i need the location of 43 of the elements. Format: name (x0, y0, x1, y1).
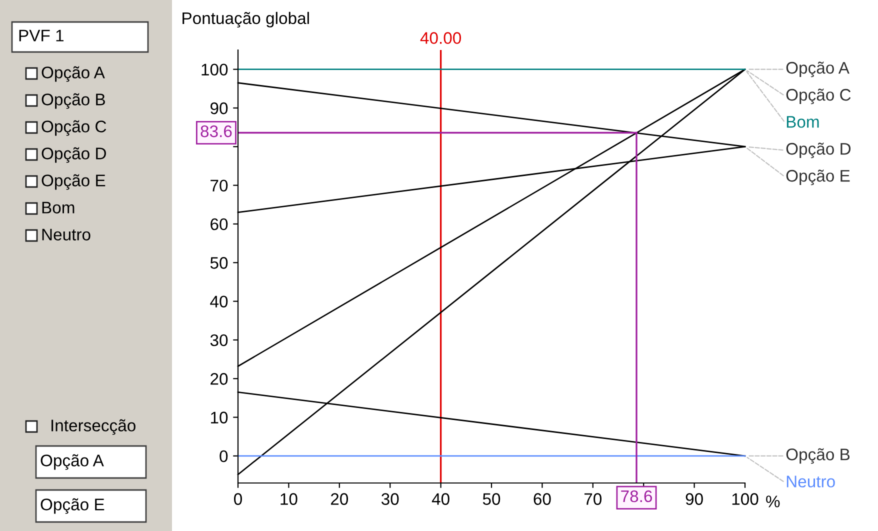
x-tick-label: 30 (381, 493, 399, 505)
text: Intersecção (52, 419, 136, 435)
text: Opção D (786, 142, 851, 158)
y-tick-label: 10 (211, 412, 228, 424)
text: Opção E (42, 174, 106, 190)
x-tick-label: 60 (534, 493, 551, 505)
y-tick-label: 20 (210, 373, 228, 385)
text: Opção D (42, 147, 106, 163)
y-tick-label: 60 (210, 218, 228, 230)
x-tick-label: 50 (482, 493, 500, 505)
annotation: 78.6 (621, 490, 652, 502)
text: Opção C (786, 88, 851, 104)
y-tick-label: 100 (202, 64, 228, 76)
y-tick-label: 90 (210, 102, 228, 114)
text: Opção A (42, 66, 105, 82)
text: Opção B (786, 448, 850, 464)
x-axis-title: % (766, 496, 780, 508)
y-tick-label: 30 (210, 334, 228, 346)
x-tick-label: 20 (330, 493, 348, 505)
y-tick-label: 70 (210, 180, 228, 192)
x-tick-label: 90 (686, 493, 703, 505)
x-tick-label: 40 (432, 493, 450, 505)
text: Opção A (40, 454, 104, 470)
x-tick-label: 100 (732, 493, 758, 505)
text: PVF 1 (19, 30, 64, 42)
y-axis-title: Pontuação global (182, 12, 309, 28)
text: Neutro (786, 476, 835, 488)
x-tick-label: 70 (584, 493, 602, 505)
y-tick-label: 0 (220, 450, 228, 462)
text: Opção E (40, 498, 104, 514)
ref-line-label: 40.00 (420, 32, 462, 44)
text: Opção E (786, 170, 850, 186)
text: Bom (42, 202, 74, 214)
text: Bom (786, 116, 819, 128)
text: Opção A (786, 62, 850, 78)
text: Opção C (42, 120, 106, 136)
y-tick-label: 40 (210, 296, 228, 308)
text: Neutro (42, 228, 90, 240)
annotation: 83.6 (200, 125, 232, 138)
x-tick-label: 0 (234, 493, 242, 505)
text: Opção B (42, 93, 105, 109)
x-tick-label: 10 (280, 493, 298, 505)
y-tick-label: 50 (210, 257, 228, 269)
